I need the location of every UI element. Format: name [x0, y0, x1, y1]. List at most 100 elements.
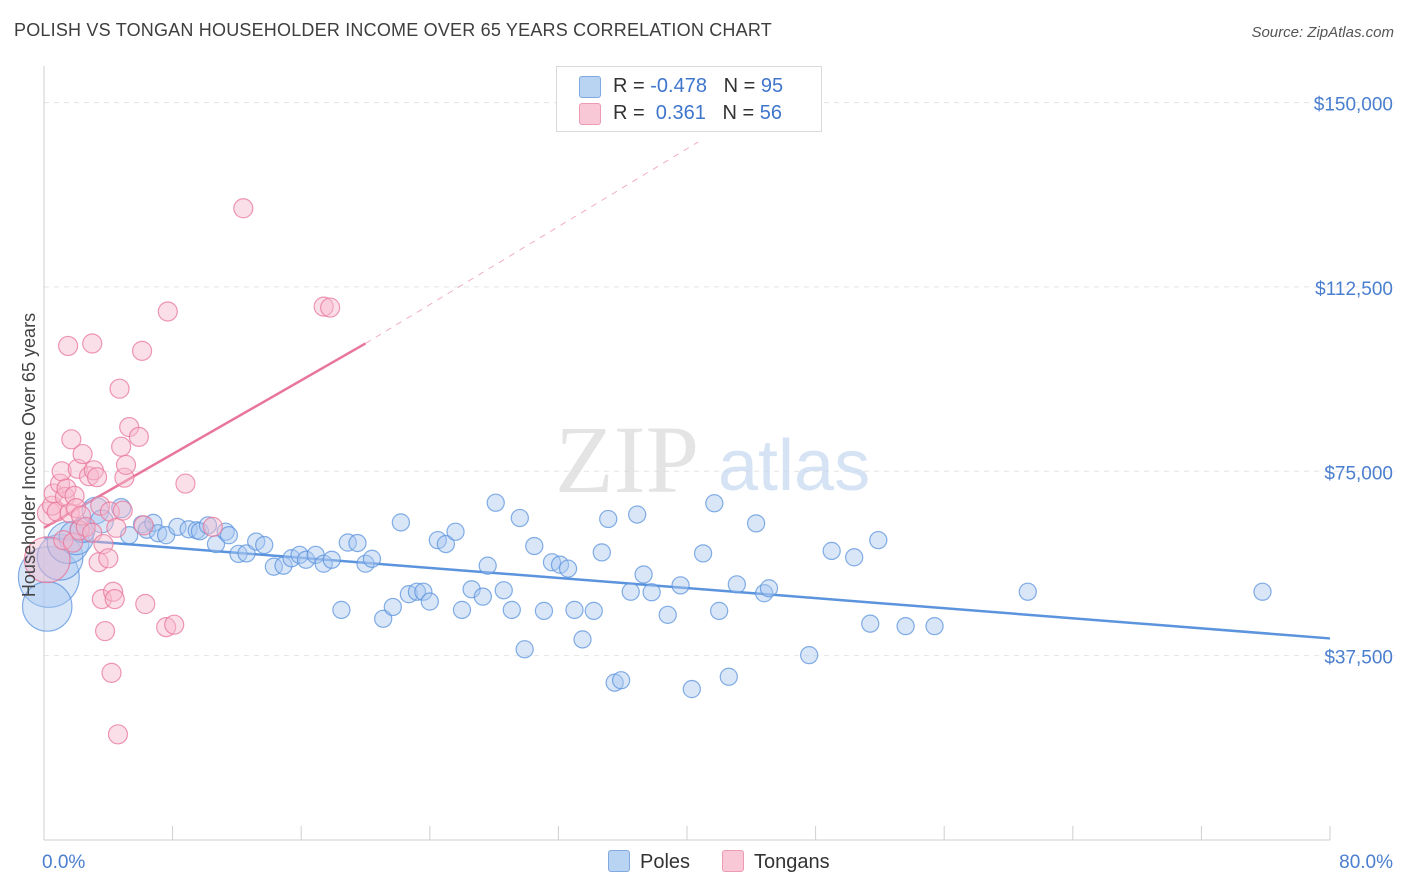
legend-n-value: 56 — [759, 102, 783, 124]
poles-point-44 — [407, 582, 427, 601]
source-label: Source: ZipAtlas.com — [1251, 24, 1394, 41]
tongans-point-31 — [98, 548, 119, 569]
tongans-point-46 — [133, 515, 154, 536]
chart-title: POLISH VS TONGAN HOUSEHOLDER INCOME OVER… — [14, 20, 772, 40]
poles-point-35 — [332, 600, 351, 620]
watermark-atlas: atlas — [718, 426, 870, 506]
poles-point-56 — [502, 600, 521, 620]
poles-point-89 — [861, 614, 880, 633]
poles-point-77 — [682, 679, 701, 699]
poles-point-60 — [534, 601, 554, 621]
poles-point-54 — [486, 493, 505, 512]
poles-point-59 — [525, 536, 544, 556]
tongans-point-33 — [101, 662, 122, 683]
poles-point-83 — [746, 514, 766, 533]
poles-point-90 — [869, 530, 888, 550]
poles-point-21 — [216, 522, 235, 541]
tongans-point-18 — [70, 505, 92, 526]
tongans-point-55 — [320, 297, 341, 318]
x-tick-labels: 0.0% 80.0% — [42, 852, 1393, 873]
tongans-point-34 — [103, 581, 124, 602]
gridlines — [44, 102, 1395, 657]
poles-point-78 — [693, 544, 713, 563]
tongans-point-35 — [104, 589, 125, 610]
poles-point-52 — [473, 587, 492, 606]
legend-n-label: N = — [722, 102, 760, 124]
correlation-legend: R = -0.478 N = 95 R = 0.361 N = 56 — [556, 66, 822, 132]
legend-swatch-poles — [579, 76, 601, 98]
y-tick-labels: $37,500 $75,000 $112,500 $150,000 — [1314, 95, 1393, 669]
watermark: ZIP atlas — [555, 406, 870, 513]
tongans-point-10 — [58, 335, 79, 357]
trendlines — [43, 141, 1331, 640]
poles-point-53 — [478, 556, 497, 575]
tongans-point-13 — [62, 532, 84, 553]
tongans-point-19 — [72, 443, 93, 465]
tongans-point-50 — [157, 301, 178, 322]
axes — [43, 66, 1331, 841]
poles-point-75 — [658, 605, 677, 624]
poles-point-81 — [719, 667, 738, 686]
poles-point-39 — [362, 549, 382, 568]
legend-stats-poles: R = -0.478 N = 95 — [613, 75, 783, 98]
tongans-trendline-extension — [365, 141, 699, 344]
poles-point-1 — [21, 581, 73, 632]
poles-point-66 — [584, 601, 603, 621]
poles-point-63 — [558, 559, 578, 578]
watermark-zip: ZIP — [555, 406, 699, 513]
tongans-point-23 — [82, 333, 103, 354]
tongans-point-53 — [233, 198, 254, 219]
poles-point-88 — [845, 548, 864, 567]
poles-point-58 — [515, 640, 534, 659]
bottom-swatch-poles — [608, 850, 630, 872]
poles-point-15 — [168, 517, 187, 536]
tongans-point-45 — [131, 340, 153, 361]
y-tick-label-2: $112,500 — [1315, 279, 1393, 300]
poles-point-45 — [414, 582, 433, 601]
tongans-point-27 — [90, 495, 111, 516]
x-tick-label-start: 0.0% — [42, 852, 85, 873]
poles-point-55 — [494, 581, 513, 600]
bottom-legend-tongans: Tongans — [722, 850, 830, 874]
legend-r-label: R = — [613, 102, 651, 124]
poles-point-92 — [925, 616, 944, 636]
poles-point-50 — [452, 600, 472, 620]
poles-point-93 — [1018, 582, 1037, 601]
poles-point-24 — [237, 544, 256, 563]
tongans-point-41 — [114, 467, 135, 488]
poles-point-40 — [374, 609, 393, 628]
tongans-point-51 — [175, 473, 196, 494]
y-axis-label: Householder Income Over 65 years — [19, 313, 39, 597]
tongans-point-25 — [86, 467, 108, 488]
poles-point-86 — [800, 646, 819, 665]
poles-point-51 — [462, 580, 481, 599]
poles-trendline — [43, 536, 1331, 640]
poles-point-46 — [420, 592, 439, 611]
legend-r-value: 0.361 — [650, 102, 706, 124]
tongans-point-52 — [202, 516, 223, 537]
tongans-point-17 — [69, 520, 90, 541]
poles-point-27 — [264, 557, 284, 576]
poles-point-74 — [642, 583, 661, 602]
tongans-point-54 — [313, 296, 334, 317]
poles-point-72 — [628, 505, 647, 524]
legend-n-label: N = — [723, 75, 761, 97]
tongans-point-37 — [107, 724, 129, 745]
poles-point-37 — [348, 533, 367, 553]
tongans-point-44 — [128, 426, 149, 447]
poles-point-26 — [255, 535, 274, 555]
tongans-point-12 — [61, 429, 82, 450]
bottom-label-tongans: Tongans — [754, 851, 830, 873]
poles-point-76 — [671, 576, 690, 595]
poles-point-87 — [822, 541, 841, 561]
poles-point-22 — [219, 526, 239, 545]
legend-n-value: 95 — [760, 75, 784, 97]
tongans-point-38 — [109, 378, 130, 399]
y-tick-label-3: $150,000 — [1314, 95, 1393, 116]
tongans-point-36 — [106, 517, 127, 538]
poles-point-71 — [621, 582, 640, 601]
legend-r-label: R = — [613, 75, 651, 97]
tongans-point-47 — [135, 593, 156, 615]
poles-point-79 — [705, 494, 724, 513]
